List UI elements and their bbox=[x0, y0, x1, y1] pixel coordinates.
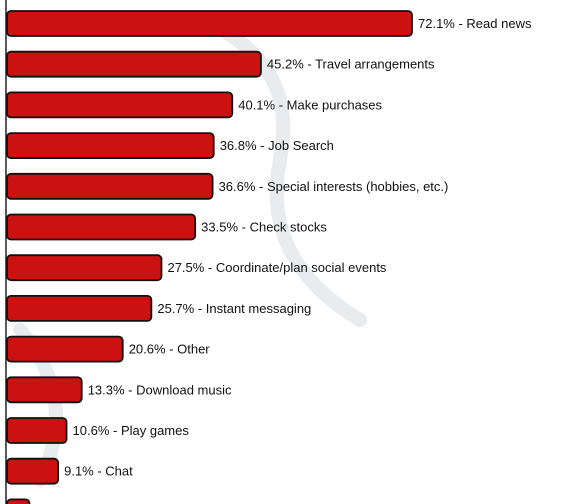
bar-4 bbox=[6, 132, 215, 160]
bar-5 bbox=[6, 172, 214, 200]
bar-9 bbox=[6, 335, 124, 363]
bar-label-11: 10.6% - Play games bbox=[73, 423, 190, 438]
bar-label-12: 9.1% - Chat bbox=[64, 464, 133, 479]
bar-3 bbox=[6, 91, 234, 119]
bar-10 bbox=[6, 376, 83, 404]
bar-label-9: 20.6% - Other bbox=[129, 342, 211, 357]
bar-8 bbox=[6, 294, 153, 322]
bar-7 bbox=[6, 254, 163, 282]
bar-2 bbox=[6, 50, 262, 78]
bar-label-6: 33.5% - Check stocks bbox=[201, 220, 327, 235]
bars-group bbox=[6, 10, 413, 504]
bar-1 bbox=[6, 10, 413, 37]
bar-label-10: 13.3% - Download music bbox=[88, 382, 232, 397]
bar-labels-group: 72.1% - Read news 45.2% - Travel arrangem… bbox=[64, 16, 532, 479]
bar-6 bbox=[6, 213, 197, 241]
bar-label-3: 40.1% - Make purchases bbox=[238, 97, 382, 112]
watermark-shape bbox=[13, 13, 367, 487]
bar-label-4: 36.8% - Job Search bbox=[220, 138, 334, 153]
bar-13 bbox=[6, 498, 31, 504]
bar-label-1: 72.1% - Read news bbox=[418, 16, 532, 31]
bar-12 bbox=[6, 457, 60, 485]
bar-label-8: 25.7% - Instant messaging bbox=[157, 301, 311, 316]
bar-label-7: 27.5% - Coordinate/plan social events bbox=[167, 260, 386, 275]
bar-label-2: 45.2% - Travel arrangements bbox=[267, 57, 435, 72]
bar-label-5: 36.6% - Special interests (hobbies, etc.… bbox=[219, 179, 449, 194]
bar-11 bbox=[6, 417, 68, 444]
